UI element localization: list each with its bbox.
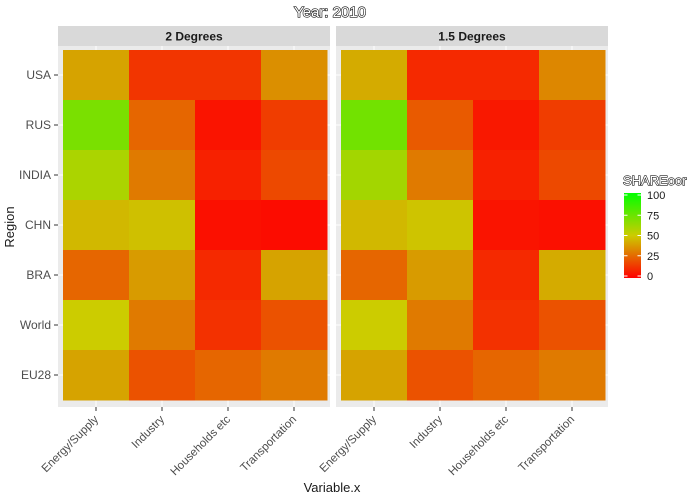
heatmap-tile <box>341 150 408 201</box>
facet-strip <box>58 26 330 46</box>
heatmap-tile <box>195 50 262 101</box>
panel-0: 2 Degrees <box>58 26 330 407</box>
heatmap-tile <box>473 200 540 251</box>
heatmap-tile <box>63 250 130 301</box>
heatmap-tile <box>195 100 262 151</box>
heatmap-tile <box>195 350 262 401</box>
heatmap-tile <box>341 200 408 251</box>
x-tick-label: Transportation <box>238 414 299 475</box>
heatmap-tile <box>129 350 196 401</box>
x-axis-title: Variable.x <box>304 480 361 495</box>
facet-strip <box>336 26 608 46</box>
heatmap-tile <box>407 100 474 151</box>
heatmap-tile <box>261 250 328 301</box>
heatmap-tile <box>341 50 408 101</box>
heatmap-tile <box>261 350 328 401</box>
heatmap-tile <box>341 100 408 151</box>
legend: SHAREoor 100 75 50 25 0 <box>622 172 687 283</box>
y-tick-label: BRA <box>26 268 51 282</box>
heatmap-tile <box>195 300 262 351</box>
heatmap-tile <box>63 100 130 151</box>
heatmap-tile <box>407 300 474 351</box>
heatmap-tile <box>261 300 328 351</box>
heatmap-tile <box>341 300 408 351</box>
heatmap-tile <box>473 300 540 351</box>
heatmap-tile <box>63 300 130 351</box>
heatmap-tile <box>539 200 606 251</box>
y-tick-label: EU28 <box>21 368 51 382</box>
heatmap-tile <box>473 350 540 401</box>
x-tick-label: Energy/Supply <box>318 413 380 475</box>
heatmap-tile <box>539 150 606 201</box>
x-tick-label: Industry <box>130 413 168 451</box>
heatmap-tile <box>195 250 262 301</box>
heatmap-tile <box>261 200 328 251</box>
x-tick-label: Industry <box>408 413 446 451</box>
heatmap-tile <box>473 150 540 201</box>
heatmap-tile <box>407 200 474 251</box>
heatmap-tile <box>539 50 606 101</box>
heatmap-tile <box>539 300 606 351</box>
heatmap-tile <box>473 100 540 151</box>
heatmap-tile <box>261 100 328 151</box>
x-tick-label: Energy/Supply <box>40 413 102 475</box>
heatmap-tile <box>63 350 130 401</box>
facet-label: 2 Degrees <box>165 30 223 44</box>
y-tick-label: INDIA <box>19 168 51 182</box>
heatmap-tile <box>407 150 474 201</box>
legend-colorbar <box>624 193 641 278</box>
heatmap-tile <box>341 250 408 301</box>
panel-1: 1.5 Degrees <box>336 26 608 407</box>
heatmap-tile <box>539 350 606 401</box>
facet-label: 1.5 Degrees <box>438 30 506 44</box>
legend-label: 100 <box>647 190 665 202</box>
heatmap-tile <box>539 100 606 151</box>
heatmap-tile <box>261 150 328 201</box>
legend-label: 50 <box>647 231 659 243</box>
heatmap-tile <box>63 50 130 101</box>
legend-title: SHAREoor <box>623 173 687 188</box>
heatmap-tile <box>129 200 196 251</box>
heatmap-tile <box>129 150 196 201</box>
heatmap-tile <box>539 250 606 301</box>
y-tick-label: World <box>20 318 51 332</box>
heatmap-tile <box>129 300 196 351</box>
heatmap-tile <box>473 50 540 101</box>
y-tick-label: USA <box>26 68 51 82</box>
heatmap-tile <box>341 350 408 401</box>
y-axis-title: Region <box>2 206 17 247</box>
x-tick-label: Households etc <box>169 413 234 478</box>
heatmap-tile <box>129 250 196 301</box>
heatmap-tile <box>407 350 474 401</box>
heatmap-tile <box>407 250 474 301</box>
chart-title: Year: 2010 <box>294 4 366 21</box>
y-tick-label: RUS <box>26 118 51 132</box>
legend-label: 25 <box>647 251 659 263</box>
heatmap-tile <box>195 200 262 251</box>
heatmap-tile <box>129 50 196 101</box>
y-tick-label: CHN <box>25 218 51 232</box>
legend-label: 75 <box>647 210 659 222</box>
x-tick-label: Transportation <box>516 414 577 475</box>
x-tick-label: Households etc <box>447 413 512 478</box>
heatmap-tile <box>129 100 196 151</box>
heatmap-tile <box>473 250 540 301</box>
legend-label: 0 <box>647 271 653 283</box>
heatmap-tile <box>63 200 130 251</box>
heatmap-tile <box>261 50 328 101</box>
heatmap-tile <box>195 150 262 201</box>
heatmap-tile <box>63 150 130 201</box>
heatmap-tile <box>407 50 474 101</box>
